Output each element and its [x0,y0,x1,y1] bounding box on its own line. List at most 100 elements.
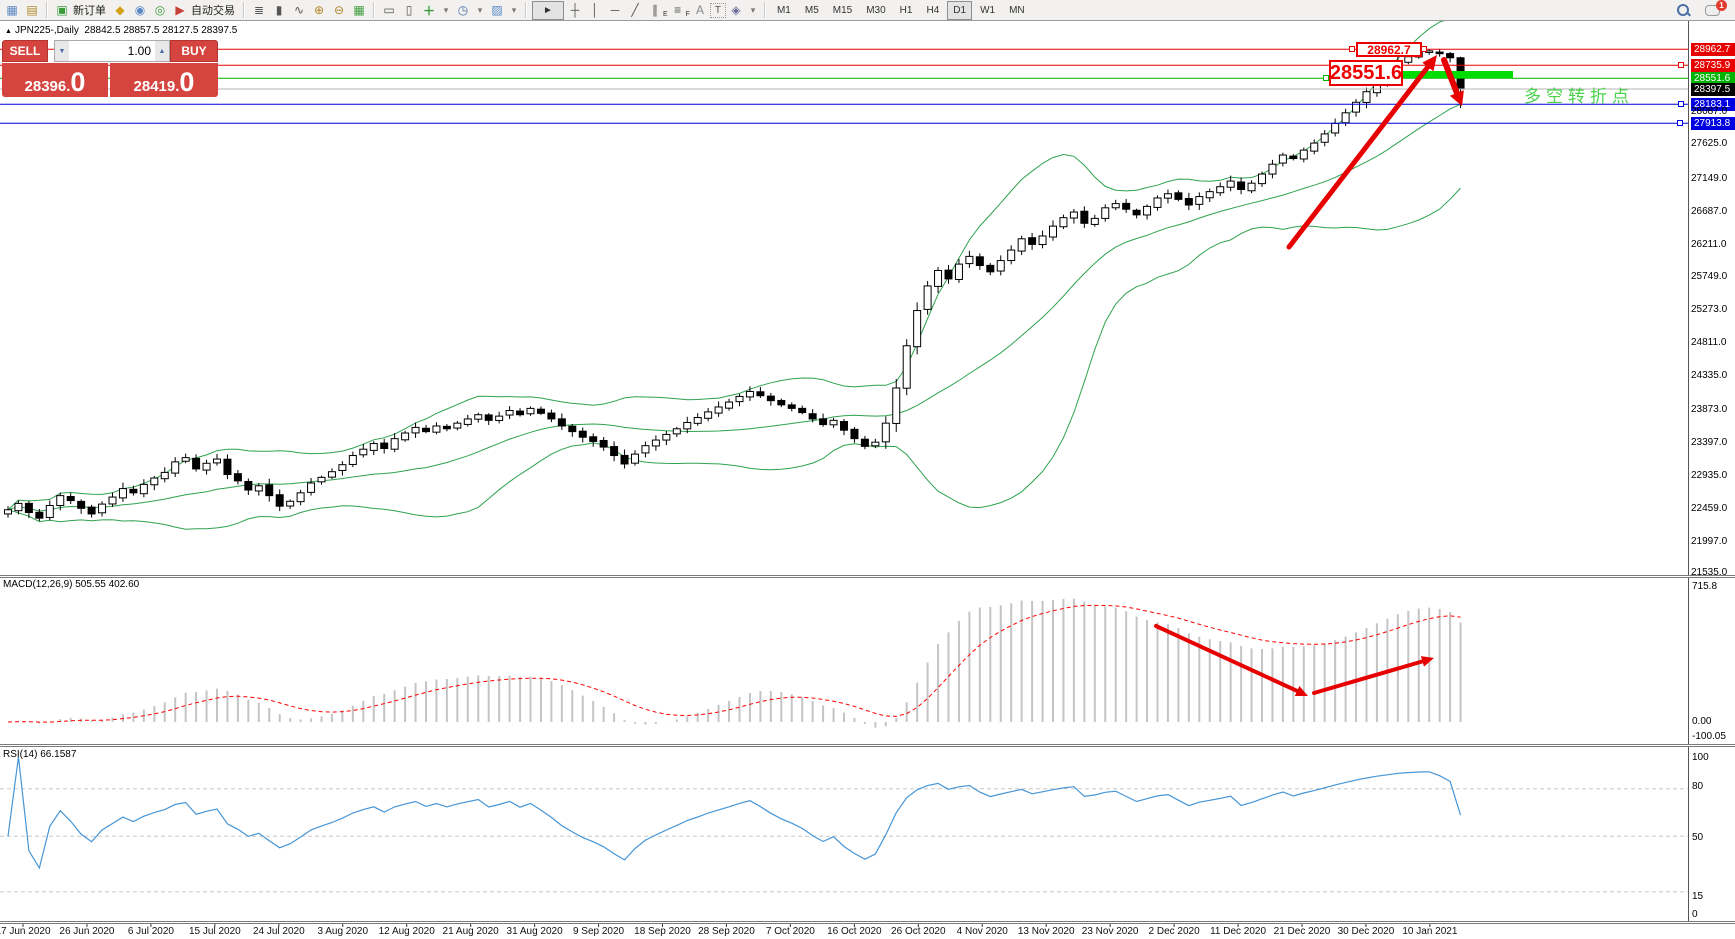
pane-divider[interactable] [0,744,1735,747]
auto-arrange-icon[interactable]: ▭ [383,3,395,17]
date-axis-label: 30 Dec 2020 [1337,926,1395,937]
date-axis-label: 24 Jul 2020 [252,926,305,937]
chart-window-icon[interactable]: ▦ [6,3,18,17]
date-axis-label: 23 Nov 2020 [1081,926,1139,937]
new-order-label[interactable]: 新订单 [73,5,106,17]
pane-divider[interactable] [0,575,1735,578]
text-tool[interactable]: A [695,3,704,17]
new-order-icon[interactable]: ▣ [56,3,68,17]
trend-note-text[interactable]: 多空转折点 [1524,87,1634,106]
date-axis-label: 6 Jul 2020 [127,926,174,937]
periods-icon[interactable]: ◷ [457,3,469,17]
tf-button-M15[interactable]: M15 [832,4,853,16]
price-tick-label: 25273.0 [1691,304,1728,315]
channel-tool[interactable]: ∥ [652,3,658,17]
tf-button-H1[interactable]: H1 [899,4,913,16]
price-tick-label: 22459.0 [1691,503,1728,514]
trendline-tool[interactable]: ╱ [631,3,639,17]
indicators-icon[interactable]: ＋ [422,3,435,18]
volume-up-button[interactable]: ▲ [155,41,169,61]
tf-button-H4[interactable]: H4 [926,4,940,16]
cursor-tool[interactable]: ► [532,0,564,20]
price-tick-label: 26687.0 [1691,206,1728,217]
periods-dropdown-icon[interactable]: ▾ [477,4,483,15]
peak-price-callout[interactable]: 28962.7 [1356,42,1422,57]
templates-icon[interactable]: ▨ [491,3,503,17]
notification-badge: 1 [1716,0,1727,11]
date-axis-label: 15 Jul 2020 [188,926,241,937]
sell-button[interactable]: SELL [2,40,48,62]
templates-dropdown-icon[interactable]: ▾ [511,4,517,15]
tf-button-M5[interactable]: M5 [804,4,819,16]
price-tick-label: 27625.0 [1691,138,1728,149]
macd-label: MACD(12,26,9) 505.55 402.60 [3,579,140,590]
pane-divider[interactable] [0,921,1735,924]
fibonacci-tool[interactable]: ≡ [674,3,682,17]
buy-price[interactable]: 28419. 0 [110,63,218,97]
macd-axis-label: 0.00 [1692,716,1712,727]
date-axis-label: 11 Dec 2020 [1210,926,1267,937]
crosshair-tool[interactable]: ┼ [570,3,580,17]
price-level-badge: 28551.6 [1691,72,1735,85]
volume-down-button[interactable]: ▼ [55,41,69,61]
buy-button[interactable]: BUY [170,40,218,62]
date-axis-label: 26 Jun 2020 [59,926,115,937]
tf-button-W1[interactable]: W1 [980,4,996,16]
notifications-icon[interactable]: 1 [1705,0,1727,17]
toolbar-separator [243,2,245,18]
autotrading-icon[interactable]: ▶ [175,3,185,17]
price-tick-label: 23873.0 [1691,404,1728,415]
support-price-callout[interactable]: 28551.6 [1329,60,1403,86]
collapse-icon[interactable]: ▲ [5,28,12,35]
vline-tool[interactable]: │ [591,3,599,17]
price-level-badge: 28962.7 [1691,43,1735,56]
data-window-icon[interactable]: ▤ [26,3,38,17]
hline-tool[interactable]: ─ [610,3,620,17]
line-chart-icon[interactable]: ∿ [293,3,305,17]
date-axis-label: 26 Oct 2020 [891,926,946,937]
chart-symbol: JPN225-,Daily [14,25,79,36]
zoom-out-icon[interactable]: ⊖ [333,3,345,17]
toolbar-separator [763,2,766,18]
price-level-badge: 28735.9 [1691,59,1735,72]
price-tick-label: 21535.0 [1691,567,1728,578]
price-level-badge: 28183.1 [1691,98,1735,111]
date-axis-label: 31 Aug 2020 [506,926,563,937]
date-axis-label: 17 Jun 2020 [0,926,51,937]
bar-chart-icon[interactable]: ≣ [253,3,265,17]
date-axis-label: 4 Nov 2020 [956,926,1008,937]
volume-input[interactable] [69,41,155,61]
shapes-tool[interactable]: ◈ [731,3,741,17]
date-axis-label: 18 Sep 2020 [634,926,691,937]
macd-axis-label: -100.05 [1692,731,1726,742]
date-axis-label: 9 Sep 2020 [572,926,625,937]
date-axis-label: 16 Oct 2020 [827,926,882,937]
metaeditor-icon[interactable]: ◆ [115,3,125,17]
sell-price-big-digit: 0 [70,67,86,97]
search-icon[interactable] [1675,2,1691,18]
tf-button-M30[interactable]: M30 [866,4,886,16]
tile-windows-icon[interactable]: ▦ [353,3,365,17]
shapes-dropdown-icon[interactable]: ▾ [750,4,756,15]
text-label-tool[interactable]: T [709,2,726,18]
indicators-dropdown-icon[interactable]: ▾ [443,4,449,15]
tf-button-M1[interactable]: M1 [776,4,791,16]
candlestick-chart-icon[interactable]: ▮ [275,3,283,17]
chart-ohlc: 28842.5 28857.5 28127.5 28397.5 [84,25,238,36]
date-axis-label: 3 Aug 2020 [317,926,369,937]
tf-button-MN[interactable]: MN [1009,4,1025,16]
sell-price[interactable]: 28396. 0 [2,63,108,97]
tf-button-D1[interactable]: D1 [947,0,973,20]
rsi-axis-label: 0 [1692,909,1698,920]
zoom-in-icon[interactable]: ⊕ [313,3,325,17]
date-axis-label: 28 Sep 2020 [698,926,755,937]
autotrading-label[interactable]: 自动交易 [191,5,235,17]
signals-icon[interactable]: ◎ [154,3,166,17]
rsi-axis-label: 100 [1692,752,1709,763]
price-tick-label: 26211.0 [1691,239,1727,250]
toolbar: ▦ ▤ ▣ 新订单 ◆ ◉ ◎ ▶ 自动交易 ≣ ▮ ∿ ⊕ ⊖ ▦ ▭ ▯ ＋… [0,0,1735,21]
chart-shift-icon[interactable]: ▯ [405,3,413,17]
strategy-tester-icon[interactable]: ◉ [134,3,146,17]
